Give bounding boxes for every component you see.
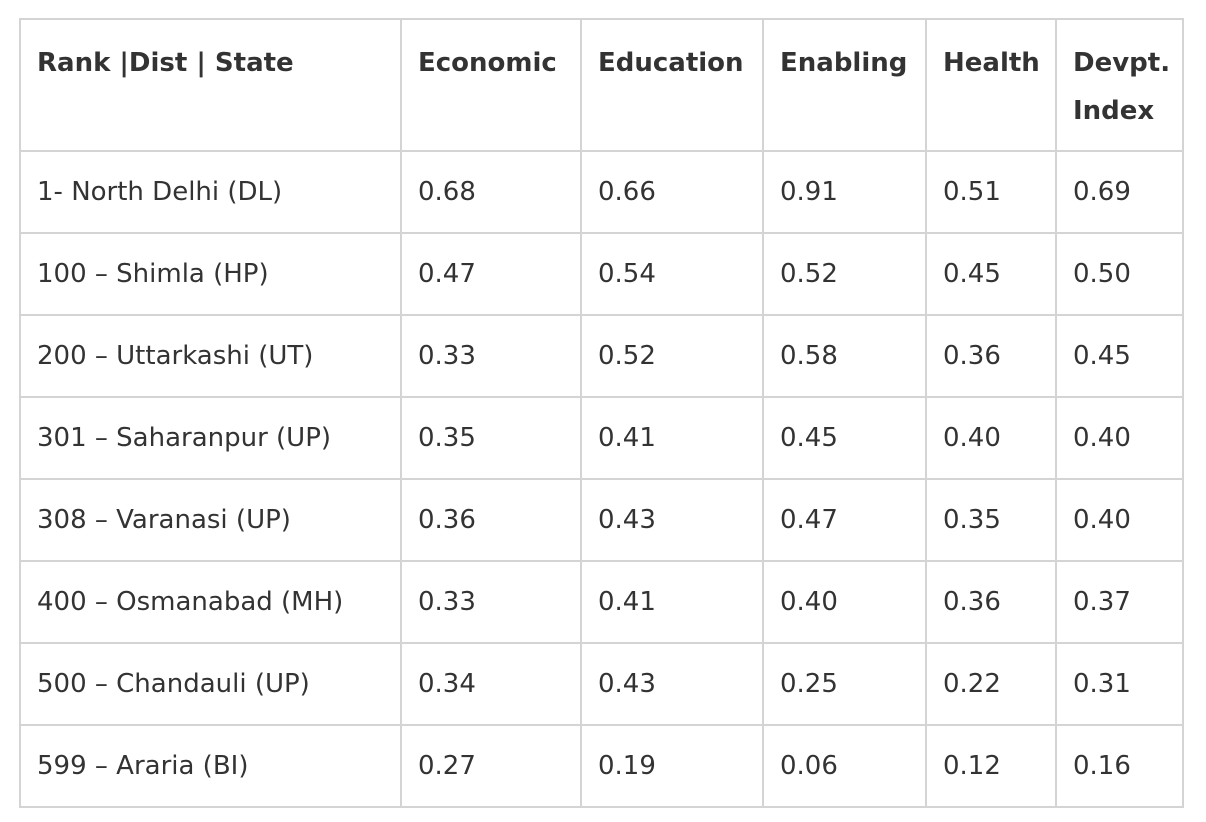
cell-education: 0.43: [580, 642, 764, 726]
cell-economic: 0.47: [400, 232, 582, 316]
cell-education: 0.43: [580, 478, 764, 562]
cell-education: 0.54: [580, 232, 764, 316]
cell-economic: 0.36: [400, 478, 582, 562]
cell-enabling: 0.52: [762, 232, 927, 316]
cell-enabling: 0.25: [762, 642, 927, 726]
cell-economic: 0.68: [400, 150, 582, 234]
header-devpt-index: Devpt. Index: [1055, 18, 1184, 152]
cell-health: 0.40: [925, 396, 1057, 480]
header-rank-dist-state: Rank |Dist | State: [19, 18, 402, 152]
cell-devpt-index: 0.31: [1055, 642, 1184, 726]
district-development-table: Rank |Dist | State Economic Education En…: [19, 18, 1184, 808]
cell-enabling: 0.06: [762, 724, 927, 808]
table-row: 308 – Varanasi (UP) 0.36 0.43 0.47 0.35 …: [19, 478, 1184, 562]
table-row: 100 – Shimla (HP) 0.47 0.54 0.52 0.45 0.…: [19, 232, 1184, 316]
cell-enabling: 0.40: [762, 560, 927, 644]
cell-health: 0.36: [925, 560, 1057, 644]
table-container: Rank |Dist | State Economic Education En…: [19, 18, 1184, 808]
cell-education: 0.52: [580, 314, 764, 398]
cell-devpt-index: 0.37: [1055, 560, 1184, 644]
cell-district: 301 – Saharanpur (UP): [19, 396, 402, 480]
header-enabling: Enabling: [762, 18, 927, 152]
cell-district: 1- North Delhi (DL): [19, 150, 402, 234]
cell-education: 0.41: [580, 396, 764, 480]
cell-education: 0.41: [580, 560, 764, 644]
cell-district: 200 – Uttarkashi (UT): [19, 314, 402, 398]
table-row: 500 – Chandauli (UP) 0.34 0.43 0.25 0.22…: [19, 642, 1184, 726]
cell-economic: 0.33: [400, 560, 582, 644]
cell-economic: 0.35: [400, 396, 582, 480]
cell-health: 0.12: [925, 724, 1057, 808]
cell-devpt-index: 0.45: [1055, 314, 1184, 398]
table-row: 599 – Araria (BI) 0.27 0.19 0.06 0.12 0.…: [19, 724, 1184, 808]
cell-district: 500 – Chandauli (UP): [19, 642, 402, 726]
header-economic: Economic: [400, 18, 582, 152]
cell-health: 0.51: [925, 150, 1057, 234]
header-education: Education: [580, 18, 764, 152]
cell-enabling: 0.45: [762, 396, 927, 480]
cell-enabling: 0.47: [762, 478, 927, 562]
cell-devpt-index: 0.40: [1055, 478, 1184, 562]
cell-district: 599 – Araria (BI): [19, 724, 402, 808]
cell-district: 308 – Varanasi (UP): [19, 478, 402, 562]
cell-devpt-index: 0.69: [1055, 150, 1184, 234]
cell-economic: 0.33: [400, 314, 582, 398]
cell-health: 0.22: [925, 642, 1057, 726]
cell-health: 0.45: [925, 232, 1057, 316]
cell-enabling: 0.58: [762, 314, 927, 398]
cell-devpt-index: 0.16: [1055, 724, 1184, 808]
cell-district: 100 – Shimla (HP): [19, 232, 402, 316]
cell-enabling: 0.91: [762, 150, 927, 234]
table-row: 301 – Saharanpur (UP) 0.35 0.41 0.45 0.4…: [19, 396, 1184, 480]
cell-devpt-index: 0.40: [1055, 396, 1184, 480]
cell-education: 0.19: [580, 724, 764, 808]
cell-health: 0.35: [925, 478, 1057, 562]
table-header-row: Rank |Dist | State Economic Education En…: [19, 18, 1184, 152]
table-row: 400 – Osmanabad (MH) 0.33 0.41 0.40 0.36…: [19, 560, 1184, 644]
cell-health: 0.36: [925, 314, 1057, 398]
cell-education: 0.66: [580, 150, 764, 234]
header-health: Health: [925, 18, 1057, 152]
cell-economic: 0.27: [400, 724, 582, 808]
table-row: 200 – Uttarkashi (UT) 0.33 0.52 0.58 0.3…: [19, 314, 1184, 398]
cell-district: 400 – Osmanabad (MH): [19, 560, 402, 644]
table-row: 1- North Delhi (DL) 0.68 0.66 0.91 0.51 …: [19, 150, 1184, 234]
cell-economic: 0.34: [400, 642, 582, 726]
cell-devpt-index: 0.50: [1055, 232, 1184, 316]
